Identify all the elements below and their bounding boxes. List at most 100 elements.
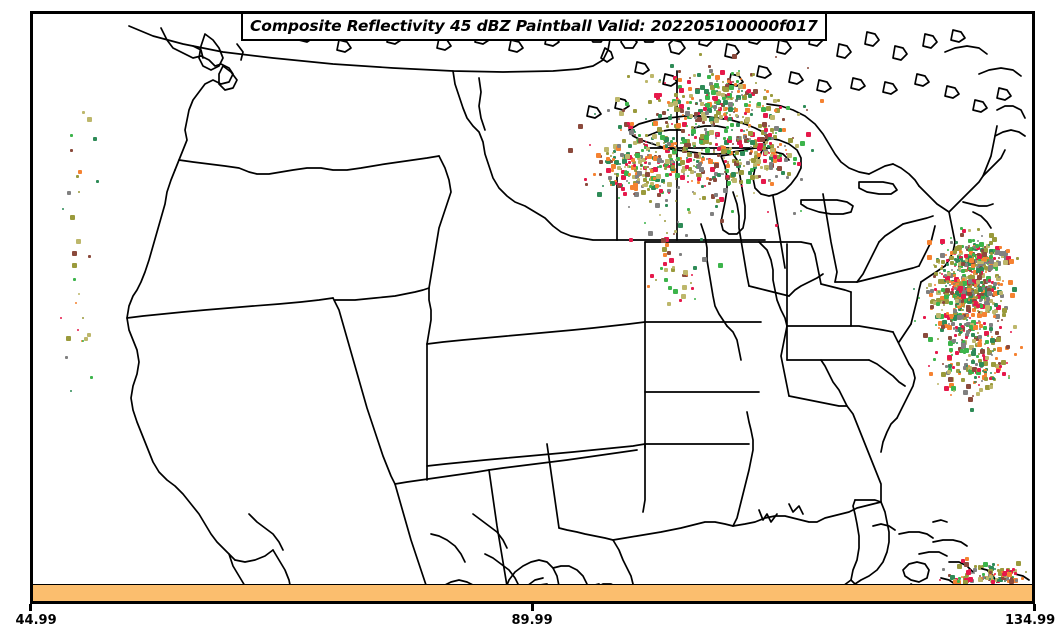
paintball-dot: [947, 367, 952, 372]
paintball-dot: [740, 90, 743, 93]
paintball-dot: [76, 329, 79, 332]
paintball-dot: [970, 266, 975, 270]
paintball-dot: [957, 327, 963, 333]
paintball-dot: [752, 88, 758, 94]
paintball-dot: [649, 177, 653, 181]
paintball-dot: [983, 373, 987, 377]
paintball-dot: [736, 195, 739, 198]
paintball-dot: [679, 109, 684, 113]
paintball-dot: [621, 186, 626, 191]
paintball-dot: [684, 111, 690, 117]
paintball-dot: [764, 130, 768, 134]
paintball-dot: [950, 351, 953, 354]
paintball-dot: [981, 295, 986, 300]
paintball-dot: [957, 347, 962, 352]
paintball-dot: [674, 148, 676, 151]
paintball-dot: [933, 263, 936, 266]
paintball-dot: [957, 296, 960, 299]
paintball-dot: [962, 281, 968, 286]
paintball-dot: [577, 124, 583, 130]
paintball-dot: [937, 320, 943, 326]
paintball-dot: [988, 255, 993, 259]
paintball-dot: [763, 127, 768, 132]
paintball-dot: [609, 179, 612, 182]
paintball-dot: [954, 240, 958, 244]
x-tick-label: 89.99: [511, 613, 553, 628]
paintball-dot: [989, 248, 995, 254]
paintball-dot: [926, 287, 929, 290]
paintball-dot: [984, 576, 987, 579]
paintball-dot: [982, 290, 988, 296]
paintball-dot: [974, 335, 980, 341]
paintball-dot: [624, 153, 630, 159]
paintball-dot: [757, 136, 763, 142]
page-title: Composite Reflectivity 45 dBZ Paintball …: [250, 17, 818, 35]
paintball-dot: [976, 309, 979, 312]
paintball-dot: [995, 337, 1001, 343]
paintball-dot: [677, 220, 679, 223]
paintball-dot: [615, 173, 619, 177]
paintball-dot: [1011, 287, 1017, 292]
paintball-dot: [616, 143, 621, 148]
paintball-dot: [941, 567, 945, 571]
paintball-dot: [945, 284, 948, 287]
paintball-dot: [956, 342, 958, 345]
paintball-dot: [713, 150, 716, 153]
paintball-dot: [972, 279, 976, 283]
paintball-dot: [944, 385, 950, 391]
paintball-dot: [1001, 255, 1005, 258]
paintball-dot: [963, 348, 969, 354]
paintball-dot: [953, 273, 957, 277]
paintball-dot: [745, 178, 751, 184]
paintball-dot: [679, 253, 683, 257]
paintball-dot: [948, 363, 953, 368]
paintball-dot: [941, 287, 946, 292]
paintball-dot: [987, 278, 991, 282]
paintball-dot: [978, 286, 984, 292]
paintball-dot: [997, 284, 1000, 287]
map-canvas: [33, 14, 1032, 601]
paintball-dot: [756, 145, 762, 151]
map-title-box: Composite Reflectivity 45 dBZ Paintball …: [241, 12, 827, 41]
paintball-dot: [1015, 579, 1019, 583]
paintball-dot: [953, 257, 957, 261]
paintball-dot: [598, 160, 603, 165]
paintball-dot: [950, 241, 954, 245]
paintball-dot: [742, 95, 745, 98]
paintball-dot: [989, 309, 992, 312]
paintball-dot: [628, 165, 631, 168]
paintball-dot: [699, 198, 702, 201]
paintball-dot: [766, 139, 769, 141]
paintball-dot: [983, 246, 986, 248]
paintball-dot: [992, 574, 995, 577]
paintball-dot: [988, 244, 991, 247]
paintball-dot: [978, 321, 982, 325]
paintball-dot: [978, 242, 984, 247]
paintball-dot: [1004, 580, 1006, 582]
paintball-dot: [960, 232, 965, 237]
paintball-dot: [782, 127, 787, 132]
paintball-dot: [82, 317, 85, 320]
paintball-dot: [961, 558, 965, 563]
paintball-dot: [678, 84, 683, 89]
paintball-dot: [614, 181, 618, 185]
paintball-dot: [745, 150, 748, 153]
paintball-dot: [727, 160, 730, 163]
paintball-dot: [741, 84, 747, 90]
paintball-dot: [980, 249, 984, 253]
paintball-dot: [735, 71, 740, 76]
paintball-dot: [737, 70, 740, 73]
paintball-dot: [966, 290, 972, 296]
paintball-dot: [929, 304, 934, 309]
paintball-dot: [698, 159, 701, 162]
paintball-dot: [984, 270, 987, 273]
paintball-dot: [638, 160, 643, 165]
paintball-dot: [948, 377, 954, 383]
paintball-dot: [966, 364, 968, 367]
paintball-dot: [960, 245, 964, 249]
paintball-dot: [665, 162, 669, 166]
paintball-dot: [979, 269, 984, 274]
paintball-dot: [730, 72, 734, 76]
paintball-dot: [739, 179, 741, 182]
paintball-dot: [972, 568, 977, 572]
